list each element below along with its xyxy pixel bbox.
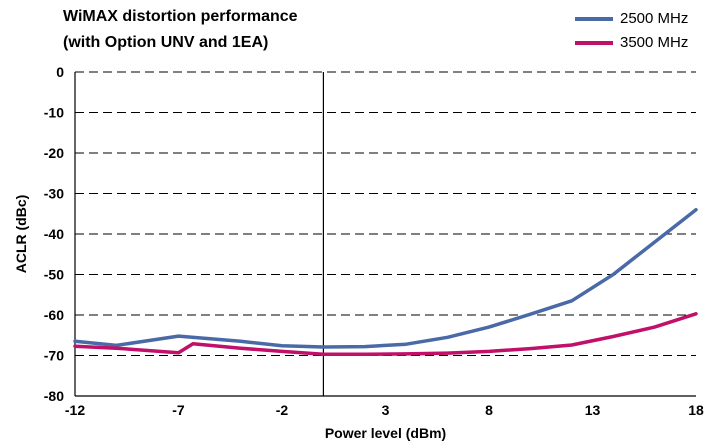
y-tick-label: -50 (44, 267, 64, 283)
chart-subtitle: (with Option UNV and 1EA) (63, 34, 269, 51)
x-tick-label: -12 (65, 402, 85, 418)
series-line-2500-mhz (73, 207, 698, 349)
legend-swatch-2500 (575, 17, 613, 21)
y-tick-label: -20 (44, 145, 64, 161)
y-tick-label: -30 (44, 186, 64, 202)
y-tick-label: -70 (44, 348, 64, 364)
y-tick-label: -10 (44, 105, 64, 121)
series-line-3500-mhz (73, 312, 698, 357)
x-axis-title: Power level (dBm) (325, 425, 446, 441)
y-axis-title: ACLR (dBc) (13, 195, 29, 274)
grid (75, 71, 696, 356)
x-tick-label: 13 (585, 402, 601, 418)
y-tick-label: -80 (44, 388, 64, 404)
legend-label-2500: 2500 MHz (620, 10, 689, 27)
x-tick-label: 18 (688, 402, 704, 418)
series-lines (73, 207, 698, 357)
legend-swatch-3500 (575, 41, 613, 45)
axis-labels: 0 -10 -20 -30 -40 -50 -60 -70 -80-12 -7 -2 3 8 13 18 Po… (13, 64, 704, 441)
chart-title: WiMAX distortion performance (63, 8, 298, 25)
x-tick-label: -7 (172, 402, 185, 418)
x-tick-label: 8 (485, 402, 493, 418)
x-tick-label: 3 (382, 402, 390, 418)
y-tick-label: 0 (56, 64, 64, 80)
y-tick-label: -40 (44, 226, 64, 242)
x-tick-label: -2 (276, 402, 289, 418)
y-tick-label: -60 (44, 307, 64, 323)
legend-label-3500: 3500 MHz (620, 34, 689, 51)
